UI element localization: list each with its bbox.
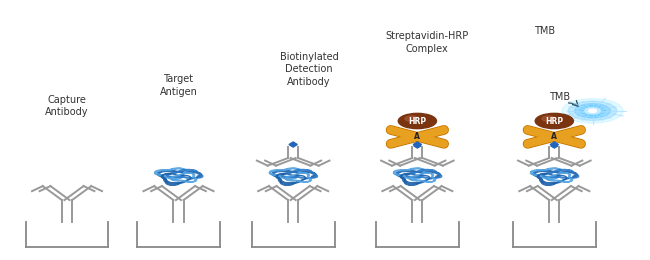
Text: A: A	[551, 132, 557, 141]
Circle shape	[562, 99, 623, 123]
Polygon shape	[413, 142, 421, 147]
Text: A: A	[415, 132, 421, 141]
Text: TMB: TMB	[534, 26, 555, 36]
Text: Biotinylated
Detection
Antibody: Biotinylated Detection Antibody	[280, 52, 339, 87]
Text: HRP: HRP	[408, 116, 426, 126]
Polygon shape	[550, 142, 558, 147]
Circle shape	[568, 101, 617, 120]
Polygon shape	[414, 144, 421, 148]
Circle shape	[535, 113, 573, 129]
Text: Target
Antigen: Target Antigen	[159, 74, 198, 97]
Circle shape	[575, 104, 610, 118]
Text: TMB: TMB	[549, 92, 570, 102]
Text: HRP: HRP	[545, 116, 564, 126]
Circle shape	[589, 109, 596, 112]
Text: Streptavidin-HRP
Complex: Streptavidin-HRP Complex	[385, 31, 469, 54]
Text: Capture
Antibody: Capture Antibody	[46, 95, 89, 117]
Circle shape	[398, 113, 437, 129]
Polygon shape	[551, 144, 558, 148]
Circle shape	[585, 108, 600, 114]
Circle shape	[580, 106, 605, 116]
Circle shape	[405, 116, 419, 121]
Circle shape	[542, 116, 555, 121]
Polygon shape	[289, 142, 297, 147]
